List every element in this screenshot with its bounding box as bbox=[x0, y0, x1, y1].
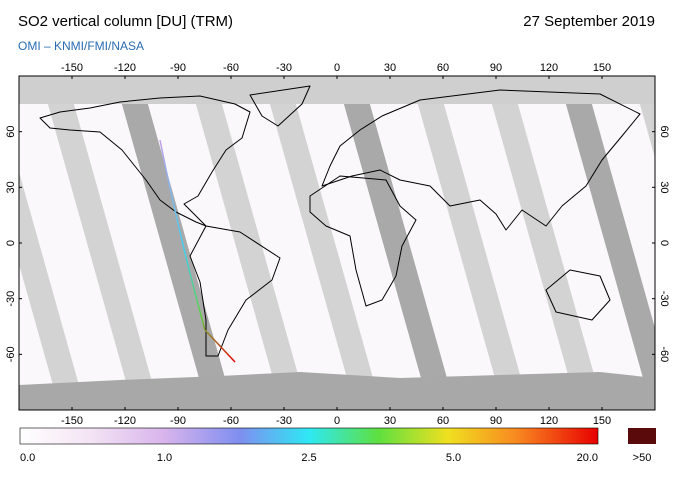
lat-label-left: 30 bbox=[5, 181, 17, 193]
lon-label-top: -30 bbox=[276, 62, 292, 74]
lon-label-bottom: 60 bbox=[437, 415, 449, 427]
antarctica bbox=[19, 372, 655, 410]
lat-label-right: -60 bbox=[658, 346, 670, 362]
date: 27 September 2019 bbox=[523, 13, 655, 30]
orbit-gap bbox=[336, 76, 456, 410]
lon-label-top: -120 bbox=[114, 62, 136, 74]
greenland bbox=[249, 85, 311, 127]
colorbar-label: 2.5 bbox=[301, 452, 316, 464]
lon-label-bottom: -90 bbox=[170, 415, 186, 427]
orbit-gap bbox=[188, 76, 308, 410]
lon-label-bottom: -150 bbox=[61, 415, 83, 427]
colorbar-label: 1.0 bbox=[157, 452, 172, 464]
orbit-gap bbox=[410, 76, 530, 410]
lon-label-top: 60 bbox=[437, 62, 449, 74]
lon-label-top: 150 bbox=[593, 62, 611, 74]
map-background bbox=[19, 76, 655, 410]
lat-label-right: -30 bbox=[658, 291, 670, 307]
lon-label-bottom: -30 bbox=[276, 415, 292, 427]
lon-label-top: 0 bbox=[334, 62, 340, 74]
africa bbox=[309, 175, 417, 307]
australia bbox=[545, 269, 611, 321]
orbit-gap bbox=[19, 171, 86, 410]
eurasia bbox=[321, 89, 641, 231]
lon-label-bottom: -60 bbox=[223, 415, 239, 427]
lon-label-bottom: -120 bbox=[114, 415, 136, 427]
orbit-gaps bbox=[19, 76, 655, 410]
lat-label-right: 30 bbox=[658, 181, 670, 193]
lat-label-left: 60 bbox=[5, 126, 17, 138]
lat-label-left: 0 bbox=[5, 240, 17, 246]
colorbar-label: 5.0 bbox=[446, 452, 461, 464]
lon-label-bottom: 30 bbox=[384, 415, 396, 427]
colorbar-overflow-label: >50 bbox=[633, 452, 652, 464]
lon-label-top: 30 bbox=[384, 62, 396, 74]
source: OMI – KNMI/FMI/NASA bbox=[18, 39, 144, 53]
lon-label-top: -60 bbox=[223, 62, 239, 74]
lat-label-left: -60 bbox=[5, 346, 17, 362]
lon-label-top: 90 bbox=[490, 62, 502, 74]
north-america bbox=[39, 95, 251, 227]
orbit-gap bbox=[40, 76, 160, 410]
lon-label-bottom: 90 bbox=[490, 415, 502, 427]
lat-label-right: 60 bbox=[658, 126, 670, 138]
lon-label-bottom: 0 bbox=[334, 415, 340, 427]
colorbar-label: 0.0 bbox=[20, 452, 35, 464]
lon-label-top: -150 bbox=[61, 62, 83, 74]
orbit-gap bbox=[558, 76, 655, 410]
lon-label-bottom: 120 bbox=[540, 415, 558, 427]
lat-label-left: -30 bbox=[5, 291, 17, 307]
lon-label-top: -90 bbox=[170, 62, 186, 74]
lon-label-top: 120 bbox=[540, 62, 558, 74]
lon-label-bottom: 150 bbox=[593, 415, 611, 427]
lat-label-right: 0 bbox=[658, 240, 670, 246]
colorbar-label: 20.0 bbox=[577, 452, 598, 464]
orbit-gap bbox=[262, 76, 382, 410]
title: SO2 vertical column [DU] (TRM) bbox=[18, 13, 233, 30]
south-america bbox=[189, 225, 281, 357]
map-area bbox=[19, 76, 655, 410]
colorbar bbox=[19, 427, 599, 445]
so2-trace bbox=[159, 139, 236, 363]
orbit-gap bbox=[484, 76, 604, 410]
polar-no-data bbox=[19, 76, 655, 104]
colorbar-labels: 0.0 1.0 2.5 5.0 20.0 bbox=[20, 452, 598, 464]
colorbar-overflow bbox=[628, 428, 656, 444]
